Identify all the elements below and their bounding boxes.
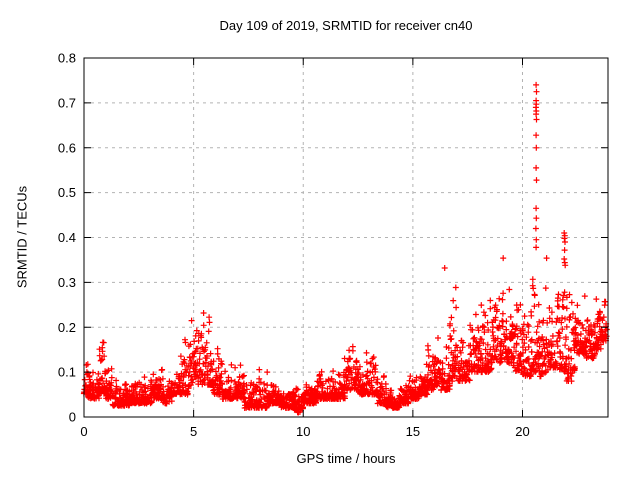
y-tick-label: 0.3 [58,275,76,290]
y-tick-label: 0 [69,410,76,425]
y-tick-label: 0.7 [58,95,76,110]
x-tick-label: 5 [190,424,197,439]
y-tick-label: 0.8 [58,51,76,66]
chart-title: Day 109 of 2019, SRMTID for receiver cn4… [219,18,473,33]
x-tick-label: 20 [515,424,529,439]
x-axis-label: GPS time / hours [296,451,396,466]
y-axis-label: SRMTID / TECUs [14,185,30,289]
x-tick-label: 10 [296,424,310,439]
y-tick-label: 0.4 [58,230,76,245]
scatter-points [80,81,610,416]
y-tick-label: 0.6 [58,140,76,155]
x-tick-label: 15 [406,424,420,439]
y-tick-label: 0.5 [58,185,76,200]
x-tick-label: 0 [80,424,87,439]
y-tick-label: 0.2 [58,320,76,335]
y-tick-label: 0.1 [58,365,76,380]
